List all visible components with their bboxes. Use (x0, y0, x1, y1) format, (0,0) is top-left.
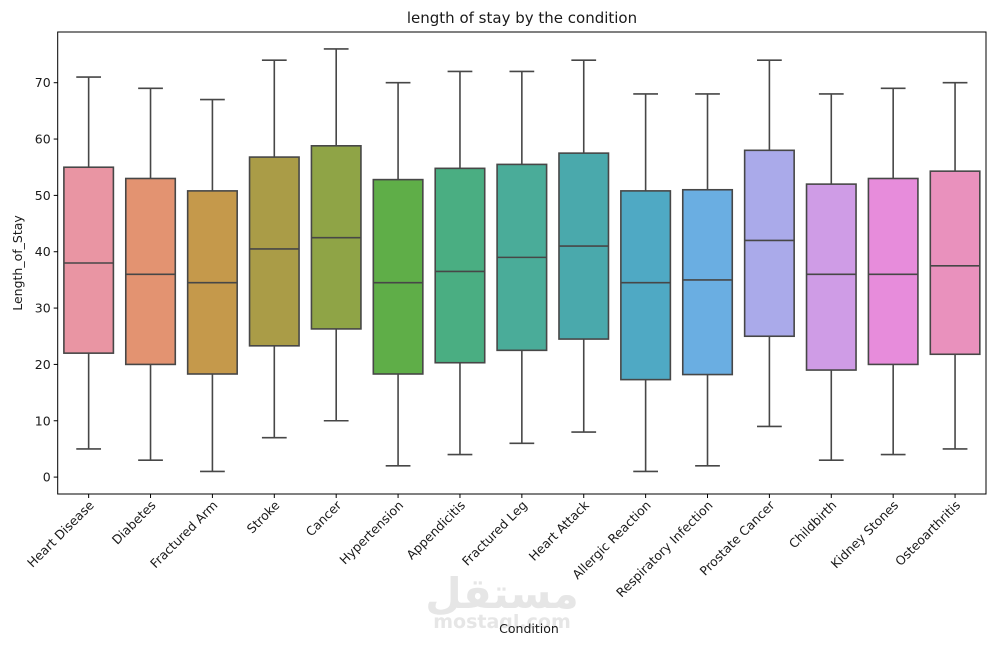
y-tick-label: 10 (35, 413, 51, 428)
x-tick-label: Appendicitis (403, 498, 468, 563)
x-tick-label: Childbirth (786, 498, 840, 552)
y-tick-label: 40 (35, 244, 51, 259)
chart-title: length of stay by the condition (407, 9, 637, 27)
watermark: مستقل mostaql.com (425, 569, 579, 633)
box-heart-disease (63, 76, 115, 450)
y-tick-label: 0 (43, 470, 51, 485)
x-tick-label: Cancer (303, 497, 345, 539)
box-childbirth (805, 93, 857, 461)
box-stroke (248, 59, 300, 439)
x-tick-label: Heart Attack (526, 497, 593, 564)
y-tick-label: 60 (35, 132, 51, 147)
iqr-box (805, 183, 857, 371)
y-tick-label: 20 (35, 357, 51, 372)
watermark-latin: mostaql.com (433, 611, 571, 633)
x-axis-title: Condition (499, 621, 559, 636)
iqr-box (681, 188, 734, 376)
box-respiratory-infection (681, 93, 734, 467)
box-prostate-cancer (743, 59, 795, 428)
box-appendicitis (434, 70, 486, 456)
iqr-box (867, 177, 919, 366)
box-fractured-arm (186, 98, 238, 473)
iqr-box (620, 190, 672, 381)
box-kidney-stones (867, 87, 919, 456)
iqr-box (929, 170, 981, 356)
box-hypertension (372, 81, 424, 467)
box-diabetes (124, 87, 177, 461)
box-heart-attack (558, 59, 610, 433)
box-fractured-leg (496, 70, 548, 445)
y-tick-label: 50 (35, 188, 51, 203)
iqr-box (124, 177, 177, 366)
watermark-arabic: مستقل (425, 569, 579, 618)
x-tick-label: Fractured Leg (459, 498, 530, 569)
x-tick-label: Stroke (244, 497, 283, 536)
iqr-box (743, 149, 795, 338)
y-tick-label: 30 (35, 301, 51, 316)
iqr-box (372, 178, 424, 375)
iqr-box (63, 166, 115, 354)
y-axis-title: Length_of_Stay (10, 215, 25, 311)
x-tick-label: Diabetes (109, 498, 159, 548)
x-tick-label: Heart Disease (24, 497, 97, 570)
x-tick-label: Osteoarthritis (892, 498, 963, 569)
plot-area (63, 48, 981, 473)
iqr-box (434, 167, 486, 364)
axes-frame (57, 31, 987, 495)
y-axis: 0 10 20 30 40 50 60 70 (35, 75, 58, 485)
box-cancer (310, 48, 362, 422)
x-tick-label: Hypertension (336, 498, 406, 568)
y-tick-label: 70 (35, 75, 51, 90)
box-osteoarthritis (929, 81, 981, 450)
box-allergic-reaction (620, 93, 672, 473)
iqr-box (248, 156, 300, 347)
